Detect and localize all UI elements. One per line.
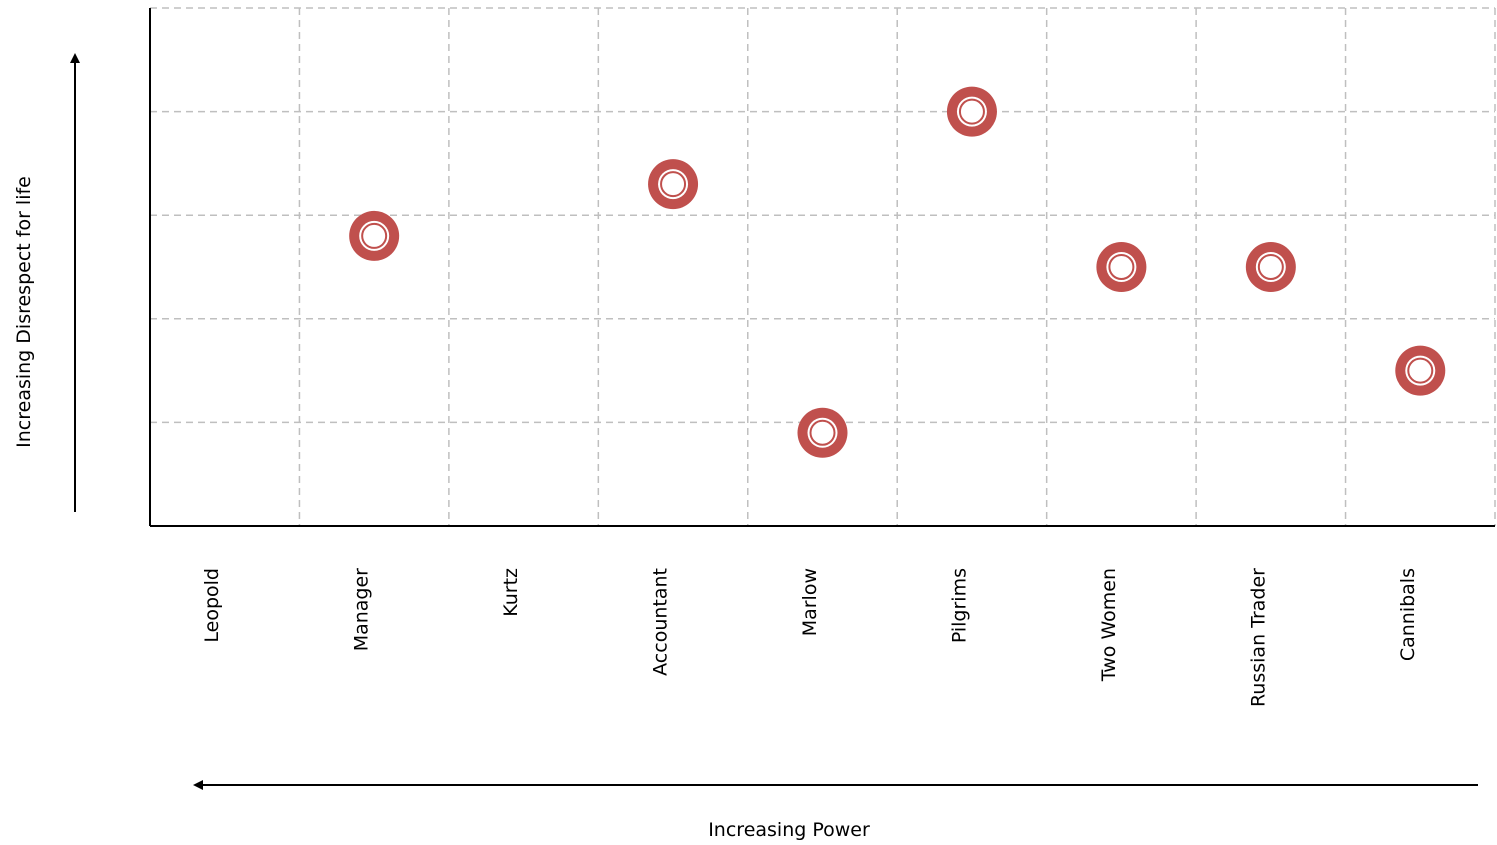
point-inner bbox=[1108, 254, 1135, 280]
x-tick-label: Marlow bbox=[799, 568, 821, 636]
point bbox=[1245, 242, 1296, 292]
point bbox=[1395, 345, 1446, 396]
point bbox=[797, 407, 848, 458]
point bbox=[349, 210, 400, 261]
x-tick-label: Pilgrims bbox=[948, 568, 970, 643]
point-inner bbox=[361, 222, 388, 249]
x-tick-label: Accountant bbox=[650, 568, 672, 676]
y-axis-label: Increasing Disrespect for life bbox=[13, 176, 35, 448]
point-inner bbox=[1257, 254, 1284, 280]
point bbox=[648, 159, 699, 210]
point bbox=[1096, 242, 1147, 292]
x-tick-label: Manager bbox=[351, 568, 373, 651]
point-inner bbox=[1407, 357, 1434, 384]
x-tick-label: Russian Trader bbox=[1247, 568, 1269, 707]
x-axis-label: Increasing Power bbox=[708, 819, 870, 841]
x-tick-label: Kurtz bbox=[500, 568, 522, 617]
x-tick-label: Two Women bbox=[1098, 568, 1120, 682]
point bbox=[946, 86, 997, 137]
point-inner bbox=[958, 98, 985, 125]
x-tick-label: Cannibals bbox=[1397, 568, 1419, 661]
point-inner bbox=[660, 171, 687, 198]
x-tick-label: Leopold bbox=[201, 568, 223, 643]
point-inner bbox=[809, 419, 836, 446]
